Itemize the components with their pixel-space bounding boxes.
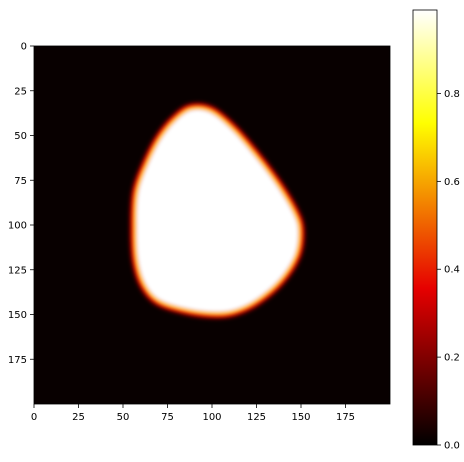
x-tick-label: 175 (336, 412, 355, 423)
y-tick-label: 75 (14, 176, 27, 187)
x-tick-label: 100 (202, 412, 221, 423)
y-tick-label: 150 (8, 310, 27, 321)
colorbar-tick-label: 0.4 (444, 265, 460, 276)
y-tick-label: 125 (8, 265, 27, 276)
x-tick-label: 0 (31, 412, 37, 423)
colorbar-tick-label: 0.2 (444, 353, 460, 364)
x-tick-label: 25 (72, 412, 85, 423)
y-tick-label: 50 (14, 131, 27, 142)
y-tick-label: 175 (8, 355, 27, 366)
colorbar-tick-label: 0.6 (444, 177, 460, 188)
x-tick-label: 75 (161, 412, 174, 423)
blob-shape (135, 108, 300, 313)
y-axis: 0 25 50 75 100 125 150 175 (8, 42, 34, 366)
x-axis: 0 25 50 75 100 125 150 175 (31, 404, 355, 423)
colorbar-tick-label: 0.0 (444, 441, 460, 452)
y-tick-label: 0 (21, 42, 27, 53)
colorbar-gradient (412, 9, 438, 446)
plot-area (33, 45, 391, 405)
x-tick-label: 150 (291, 412, 310, 423)
y-tick-label: 100 (8, 221, 27, 232)
colorbar-tick-label: 0.8 (444, 89, 460, 100)
y-tick-label: 25 (14, 86, 27, 97)
x-tick-label: 125 (247, 412, 266, 423)
x-tick-label: 50 (117, 412, 130, 423)
colorbar: 0.0 0.2 0.4 0.6 0.8 (412, 9, 460, 452)
